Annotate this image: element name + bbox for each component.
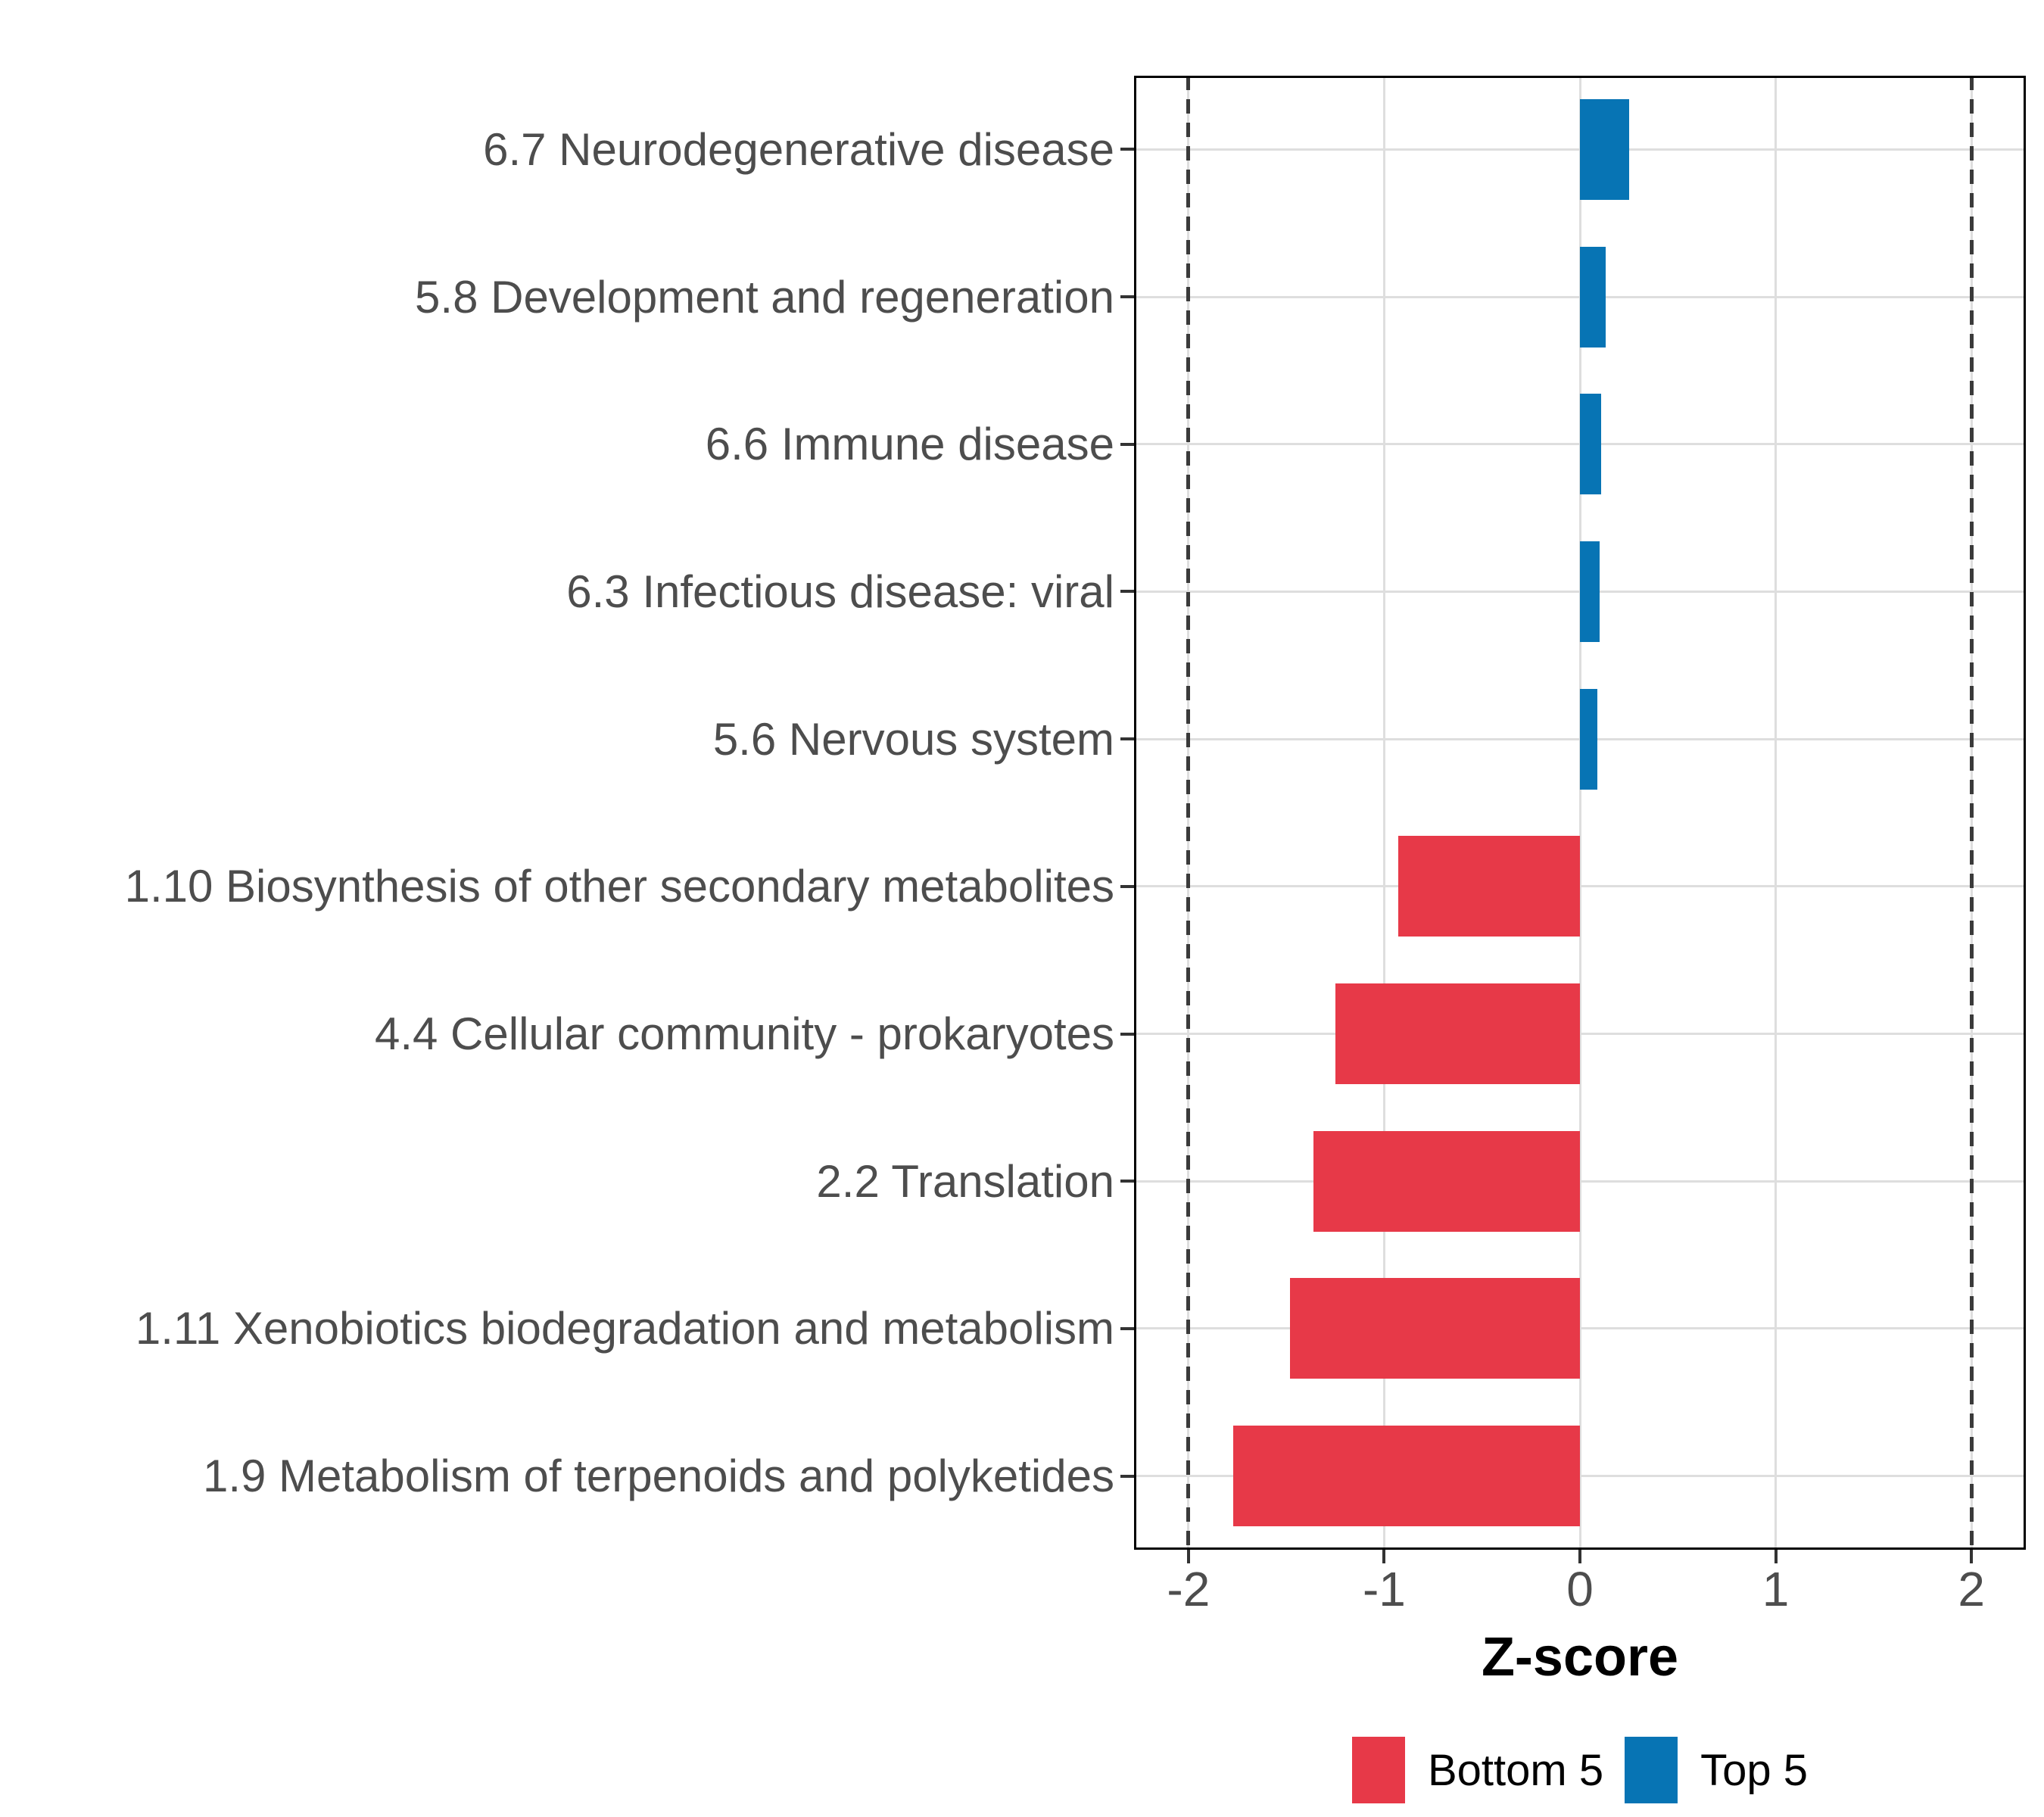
gridline-x-0 — [1578, 76, 1581, 1550]
bar-bottom5-row6 — [1397, 836, 1580, 937]
legend-swatch-bottom5-icon — [1351, 1737, 1405, 1803]
y-axis-label-row3: 6.6 Immune disease — [0, 370, 1120, 518]
bar-top5-row5 — [1580, 688, 1598, 790]
y-axis-label-text: 1.11 Xenobiotics biodegradation and meta… — [135, 1303, 1114, 1354]
legend: Bottom 5 Top 5 — [1134, 1735, 2026, 1805]
x-tick-label-1: 1 — [1762, 1562, 1790, 1616]
y-axis-category-labels: 6.7 Neurodegenerative disease 5.8 Develop… — [0, 76, 1120, 1550]
bar-bottom5-row10 — [1233, 1426, 1580, 1527]
y-axis-label-text: 6.7 Neurodegenerative disease — [483, 123, 1114, 175]
y-axis-label-row9: 1.11 Xenobiotics biodegradation and meta… — [0, 1255, 1120, 1403]
reference-line-2 — [1969, 76, 1974, 1550]
y-axis-label-row5: 5.6 Nervous system — [0, 665, 1120, 813]
x-tick-label-0: 0 — [1566, 1562, 1594, 1616]
x-tick-label--1: -1 — [1362, 1562, 1406, 1616]
gridline-y-row6 — [1134, 885, 2026, 888]
y-axis-label-text: 5.8 Development and regeneration — [415, 271, 1114, 323]
legend-label-bottom5: Bottom 5 — [1427, 1745, 1604, 1795]
plot-panel — [1134, 76, 2026, 1550]
y-tick-row1 — [1120, 148, 1134, 151]
bar-top5-row3 — [1580, 394, 1602, 495]
x-tick-2 — [1970, 1550, 1974, 1563]
legend-entry-top5: Top 5 — [1625, 1737, 1808, 1803]
y-axis-label-text: 5.6 Nervous system — [712, 713, 1114, 765]
y-axis-ticks — [1120, 76, 1134, 1550]
y-tick-row4 — [1120, 590, 1134, 594]
y-axis-label-row7: 4.4 Cellular community - prokaryotes — [0, 960, 1120, 1108]
y-axis-label-text: 4.4 Cellular community - prokaryotes — [374, 1008, 1114, 1059]
gridline-x-1 — [1774, 76, 1778, 1550]
y-axis-label-text: 6.3 Infectious disease: viral — [566, 566, 1114, 617]
y-axis-label-text: 1.9 Metabolism of terpenoids and polyket… — [202, 1451, 1114, 1502]
y-axis-label-row10: 1.9 Metabolism of terpenoids and polyket… — [0, 1402, 1120, 1550]
x-tick-0 — [1578, 1550, 1581, 1563]
legend-entry-bottom5: Bottom 5 — [1351, 1737, 1604, 1803]
reference-line--2 — [1186, 76, 1191, 1550]
x-tick-label-2: 2 — [1958, 1562, 1985, 1616]
gridline-y-row7 — [1134, 1033, 2026, 1036]
y-axis-label-row6: 1.10 Biosynthesis of other secondary met… — [0, 812, 1120, 960]
y-tick-row8 — [1120, 1180, 1134, 1183]
y-axis-label-text: 6.6 Immune disease — [705, 419, 1114, 470]
y-tick-row5 — [1120, 737, 1134, 741]
y-tick-row3 — [1120, 442, 1134, 446]
x-tick-label--2: -2 — [1167, 1562, 1211, 1616]
y-tick-row10 — [1120, 1474, 1134, 1478]
y-tick-row9 — [1120, 1326, 1134, 1330]
bar-bottom5-row7 — [1335, 983, 1580, 1085]
x-axis-ticks — [1134, 1550, 2026, 1565]
x-tick--1 — [1382, 1550, 1386, 1563]
y-axis-label-text: 2.2 Translation — [816, 1155, 1114, 1207]
y-axis-label-row4: 6.3 Infectious disease: viral — [0, 518, 1120, 665]
gridline-x--1 — [1382, 76, 1385, 1550]
y-axis-label-row1: 6.7 Neurodegenerative disease — [0, 76, 1120, 223]
x-tick--2 — [1186, 1550, 1190, 1563]
bar-top5-row1 — [1580, 98, 1629, 200]
x-axis-title: Z-score — [1481, 1627, 1679, 1688]
x-axis-tick-labels: -2 -1 0 1 2 — [1134, 1561, 2026, 1622]
bar-top5-row4 — [1580, 541, 1600, 642]
bar-bottom5-row8 — [1313, 1130, 1580, 1232]
legend-label-top5: Top 5 — [1700, 1745, 1808, 1795]
y-axis-label-row8: 2.2 Translation — [0, 1108, 1120, 1255]
y-axis-label-text: 1.10 Biosynthesis of other secondary met… — [124, 861, 1114, 912]
gridline-y-row8 — [1134, 1180, 2026, 1183]
y-tick-row2 — [1120, 295, 1134, 299]
y-tick-row7 — [1120, 1032, 1134, 1036]
gridline-y-row9 — [1134, 1327, 2026, 1330]
bar-bottom5-row9 — [1290, 1278, 1580, 1379]
y-tick-row6 — [1120, 884, 1134, 888]
bar-top5-row2 — [1580, 246, 1606, 348]
legend-swatch-top5-icon — [1625, 1737, 1678, 1803]
gridline-y-row10 — [1134, 1475, 2026, 1478]
y-axis-label-row2: 5.8 Development and regeneration — [0, 223, 1120, 371]
x-tick-1 — [1774, 1550, 1778, 1563]
